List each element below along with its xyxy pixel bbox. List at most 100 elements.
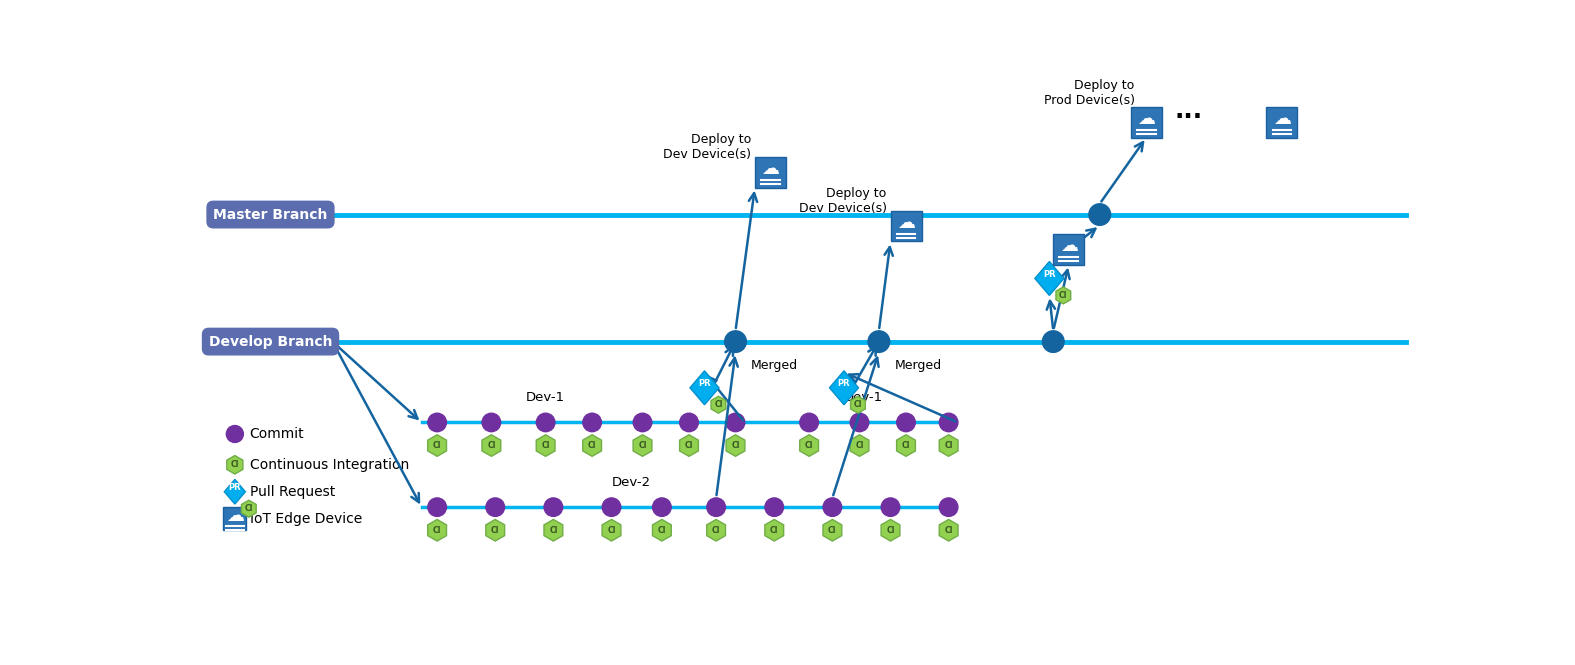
FancyBboxPatch shape — [890, 211, 921, 241]
Circle shape — [880, 498, 899, 517]
Circle shape — [800, 413, 819, 432]
Polygon shape — [765, 519, 784, 541]
Polygon shape — [543, 519, 562, 541]
Text: CI: CI — [805, 441, 813, 450]
Text: CI: CI — [433, 441, 441, 450]
Circle shape — [1043, 331, 1065, 352]
Text: Merged: Merged — [751, 358, 799, 372]
Text: CI: CI — [433, 526, 441, 535]
Polygon shape — [428, 519, 447, 541]
Text: CI: CI — [587, 441, 597, 450]
Polygon shape — [800, 435, 819, 456]
Polygon shape — [536, 435, 554, 456]
Polygon shape — [896, 435, 915, 456]
Text: ☁: ☁ — [225, 507, 244, 525]
Circle shape — [652, 498, 671, 517]
Circle shape — [1088, 203, 1110, 225]
Polygon shape — [880, 519, 899, 541]
Circle shape — [868, 331, 890, 352]
Polygon shape — [482, 435, 501, 456]
Text: Pull Request: Pull Request — [249, 485, 335, 499]
Circle shape — [765, 498, 783, 517]
Circle shape — [487, 498, 504, 517]
Circle shape — [482, 413, 501, 432]
Text: CI: CI — [1058, 291, 1068, 300]
Text: PR: PR — [228, 483, 241, 492]
Text: Deploy to
Prod Device(s): Deploy to Prod Device(s) — [1044, 78, 1134, 107]
FancyBboxPatch shape — [754, 157, 786, 188]
FancyBboxPatch shape — [1054, 234, 1084, 265]
Text: Continuous Integration: Continuous Integration — [249, 458, 410, 471]
Text: CI: CI — [487, 441, 496, 450]
Text: CI: CI — [902, 441, 910, 450]
Text: ☁: ☁ — [898, 214, 915, 232]
Text: CI: CI — [713, 400, 723, 409]
Polygon shape — [1035, 261, 1063, 295]
Text: Master Branch: Master Branch — [213, 207, 328, 221]
Polygon shape — [939, 519, 958, 541]
Polygon shape — [830, 371, 858, 405]
Circle shape — [428, 498, 446, 517]
Text: Dev-2: Dev-2 — [611, 476, 650, 489]
Text: CI: CI — [770, 526, 778, 535]
FancyBboxPatch shape — [1131, 107, 1162, 138]
Text: Dev-1: Dev-1 — [844, 391, 884, 404]
Polygon shape — [633, 435, 652, 456]
Polygon shape — [227, 456, 243, 474]
Text: ...: ... — [1175, 98, 1203, 122]
FancyBboxPatch shape — [224, 507, 246, 530]
Circle shape — [543, 498, 562, 517]
Circle shape — [583, 413, 602, 432]
Circle shape — [633, 413, 652, 432]
Circle shape — [824, 498, 841, 517]
Text: CI: CI — [638, 441, 647, 450]
Text: CI: CI — [828, 526, 836, 535]
Circle shape — [939, 498, 958, 517]
Text: CI: CI — [712, 526, 720, 535]
Polygon shape — [485, 519, 504, 541]
Text: CI: CI — [855, 441, 863, 450]
Text: CI: CI — [945, 441, 953, 450]
Polygon shape — [1055, 287, 1071, 304]
Text: CI: CI — [685, 441, 693, 450]
Polygon shape — [726, 435, 745, 456]
Circle shape — [537, 413, 554, 432]
Text: CI: CI — [945, 526, 953, 535]
Text: ☁: ☁ — [1137, 110, 1154, 128]
Polygon shape — [652, 519, 671, 541]
Text: Commit: Commit — [249, 427, 304, 441]
Text: CI: CI — [244, 504, 254, 513]
Text: CI: CI — [608, 526, 616, 535]
Text: PR: PR — [838, 380, 851, 388]
Text: Merged: Merged — [895, 358, 942, 372]
Circle shape — [428, 413, 446, 432]
Text: ☁: ☁ — [1273, 110, 1292, 128]
Polygon shape — [939, 435, 958, 456]
Text: CI: CI — [658, 526, 666, 535]
Text: CI: CI — [887, 526, 895, 535]
Circle shape — [602, 498, 621, 517]
Circle shape — [680, 413, 698, 432]
Circle shape — [707, 498, 726, 517]
Text: PR: PR — [698, 380, 710, 388]
Polygon shape — [850, 396, 865, 413]
Text: ☁: ☁ — [1060, 237, 1077, 255]
Text: CI: CI — [230, 460, 239, 469]
Text: CI: CI — [731, 441, 740, 450]
Text: Deploy to
Dev Device(s): Deploy to Dev Device(s) — [663, 132, 751, 161]
Text: Develop Branch: Develop Branch — [209, 334, 332, 348]
Text: CI: CI — [854, 400, 862, 409]
Polygon shape — [583, 435, 602, 456]
Polygon shape — [850, 435, 869, 456]
Polygon shape — [428, 435, 447, 456]
Circle shape — [939, 413, 958, 432]
Text: CI: CI — [542, 441, 550, 450]
Circle shape — [896, 413, 915, 432]
Text: Deploy to
Dev Device(s): Deploy to Dev Device(s) — [799, 187, 887, 215]
Text: CI: CI — [550, 526, 558, 535]
Text: ☁: ☁ — [761, 160, 780, 178]
Circle shape — [227, 426, 244, 442]
Polygon shape — [679, 435, 698, 456]
Circle shape — [726, 413, 745, 432]
Text: IoT Edge Device: IoT Edge Device — [249, 511, 362, 526]
